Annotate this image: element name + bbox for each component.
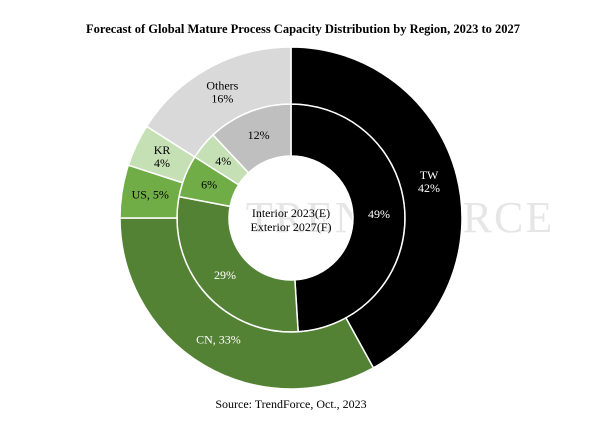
- data-label: 6%: [201, 177, 217, 191]
- data-label: Others 16%: [206, 78, 238, 105]
- data-label: CN, 33%: [196, 332, 241, 346]
- source: Source: TrendForce, Oct., 2023: [215, 397, 366, 411]
- donut-slice: [290, 46, 463, 369]
- data-label: TW 42%: [418, 168, 440, 195]
- data-label: 29%: [214, 268, 236, 282]
- center-label: Exterior 2027(F): [251, 220, 332, 234]
- data-label: 12%: [248, 128, 270, 142]
- chart-title: Forecast of Global Mature Process Capaci…: [86, 22, 520, 36]
- donut-slice: [119, 217, 375, 390]
- data-label: 49%: [368, 207, 390, 221]
- data-label: KR 4%: [154, 143, 171, 170]
- center-label: Interior 2023(E): [252, 206, 330, 220]
- data-label: 4%: [215, 154, 231, 168]
- data-label: US, 5%: [132, 187, 169, 201]
- donut-slice: [145, 46, 292, 158]
